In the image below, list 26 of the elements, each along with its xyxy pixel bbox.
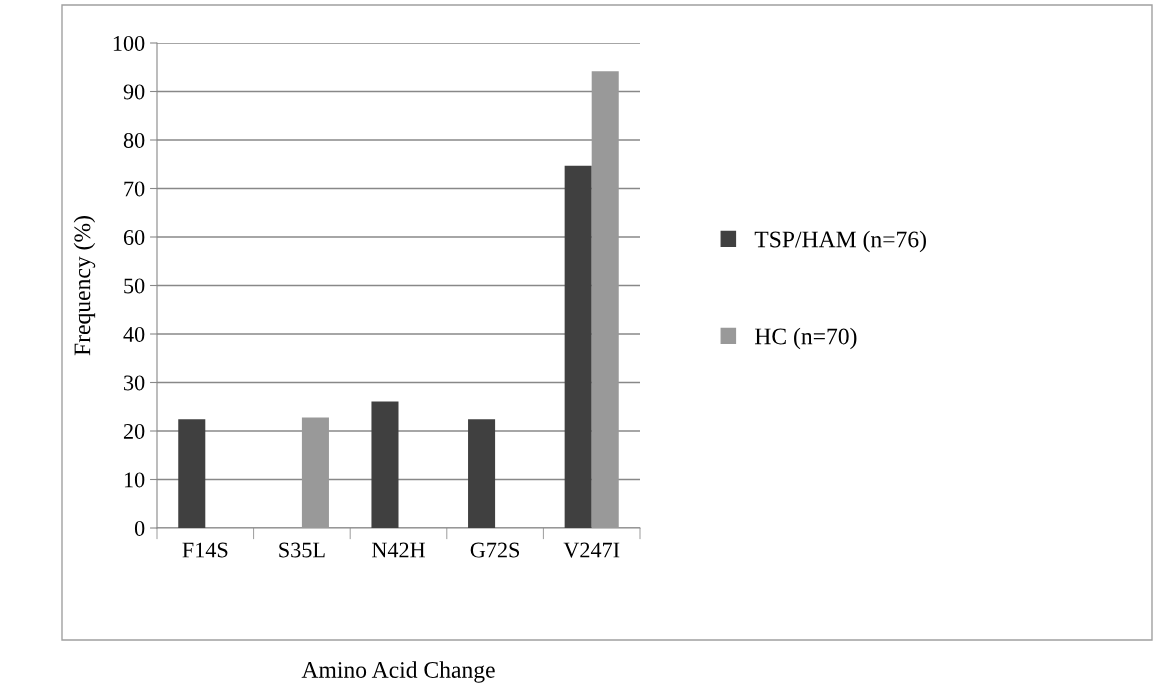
x-tick-label: N42H <box>371 542 426 558</box>
y-tick-label: 30 <box>124 375 145 391</box>
bar <box>591 71 619 528</box>
bar <box>468 419 496 528</box>
bar <box>564 165 592 528</box>
y-axis-title: Frequency (%) <box>73 216 96 356</box>
x-tick-label: V247I <box>563 542 620 558</box>
y-tick-label: 80 <box>123 132 145 148</box>
y-tick-label: 40 <box>123 326 145 342</box>
x-tick-label: G72S <box>470 542 520 558</box>
bar <box>371 401 399 528</box>
x-tick-label: S35L <box>279 542 325 558</box>
y-tick-label: 60 <box>123 229 145 245</box>
y-tick-label: 90 <box>123 84 145 100</box>
y-tick-label: 20 <box>123 423 145 439</box>
y-tick-label: 50 <box>124 278 145 294</box>
legend-label: HC (n=70) <box>754 327 857 350</box>
y-tick-label: 100 <box>113 35 145 51</box>
legend-label: TSP/HAM (n=76) <box>754 230 926 253</box>
y-tick-label: 0 <box>134 520 145 536</box>
x-axis-title: Amino Acid Change <box>301 661 495 683</box>
bar <box>178 419 206 528</box>
x-tick-label: F14S <box>182 542 228 558</box>
y-tick-label: 70 <box>124 181 145 197</box>
bar <box>301 417 329 528</box>
y-tick-label: 10 <box>124 472 145 488</box>
